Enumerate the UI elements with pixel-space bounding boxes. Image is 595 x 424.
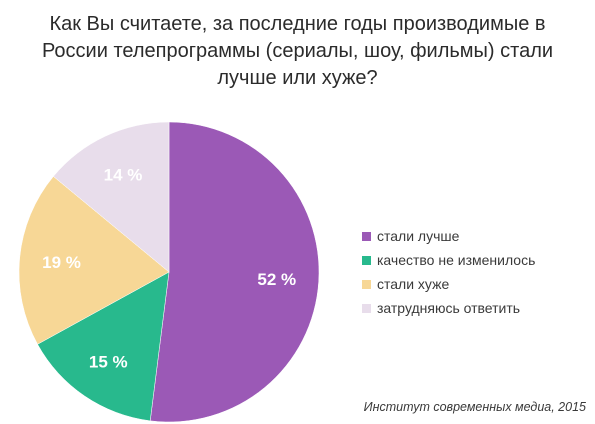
chart-title-line-2: России телепрограммы (сериалы, шоу, филь… [41,40,554,62]
legend-item-better: стали лучше [362,224,535,248]
pie-label-unchanged: 15 % [89,352,128,371]
pie-slice-unchanged [37,271,170,422]
chart-legend: стали лучше качество не изменилось стали… [362,224,535,320]
legend-label-worse: стали хуже [377,276,450,292]
pie-label-worse: 19 % [42,253,81,272]
chart-title-line-3: лучше или хуже? [217,67,378,89]
legend-swatch-better [362,231,371,241]
pie-slice-worse [18,176,170,345]
source-note: Институт современных медиа, 2015 [363,400,586,414]
legend-item-unchanged: качество не изменилось [362,248,535,272]
legend-swatch-unchanged [362,255,371,265]
chart-title: Как Вы считаете, за последние годы произ… [10,11,585,92]
pie-slice-undecided [53,121,170,273]
legend-label-unchanged: качество не изменилось [377,252,536,268]
legend-swatch-undecided [362,303,371,313]
pie-label-better: 52 % [257,270,296,289]
pie-label-undecided: 14 % [104,165,143,184]
legend-item-worse: стали хуже [362,272,535,296]
legend-swatch-worse [362,279,371,289]
pie-slice-better [149,121,320,423]
legend-label-undecided: затрудняюсь ответить [377,300,521,316]
chart-title-line-1: Как Вы считаете, за последние годы произ… [49,13,546,35]
legend-label-better: стали лучше [377,228,460,244]
legend-item-undecided: затрудняюсь ответить [362,296,535,320]
